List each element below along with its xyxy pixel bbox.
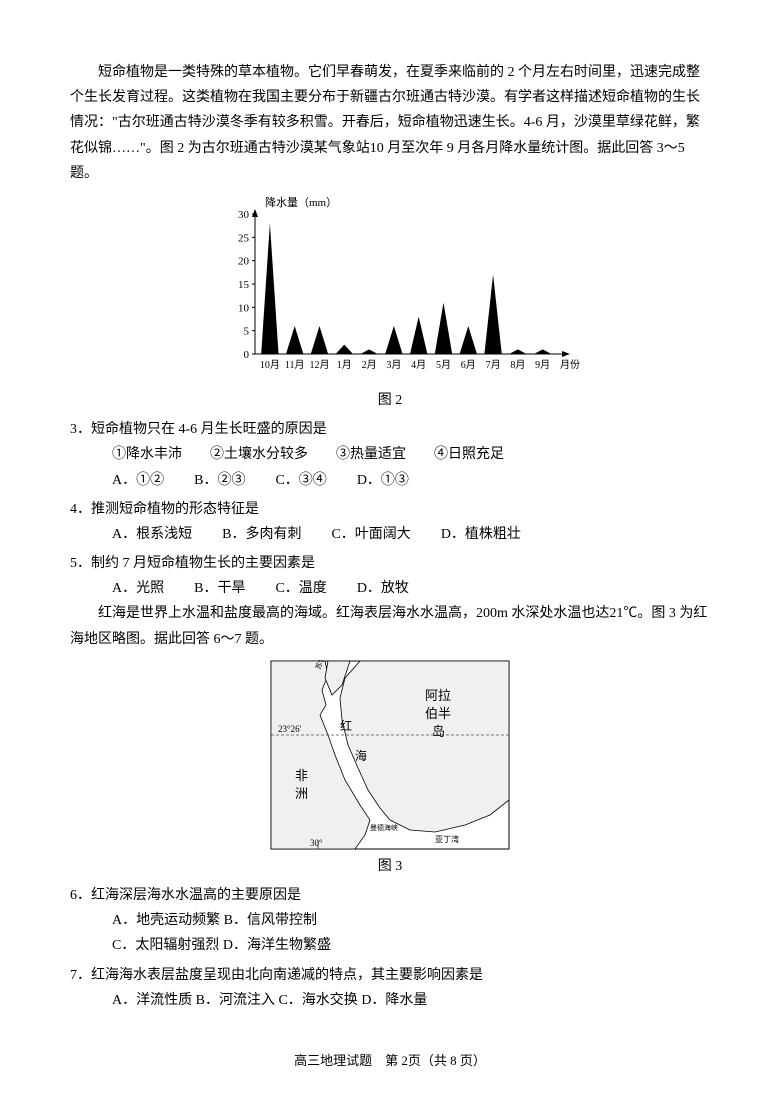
svg-text:非: 非 <box>295 768 308 783</box>
q5-stem: 5．制约 7 月短命植物生长的主要因素是 <box>70 551 710 576</box>
q6-opt-c: C．太阳辐射强烈 <box>112 938 219 953</box>
q4-opt-d: D．植株粗壮 <box>441 522 521 547</box>
q7-opt-c: C．海水交换 <box>278 993 357 1008</box>
svg-text:7月: 7月 <box>486 359 501 371</box>
q7-stem: 7．红海海水表层盐度呈现由北向南递减的特点，其主要影响因素是 <box>70 963 710 988</box>
svg-text:15: 15 <box>238 279 250 291</box>
q7-opt-b: B．河流注入 <box>196 993 275 1008</box>
svg-text:洲: 洲 <box>295 786 308 801</box>
q4-opt-b: B．多肉有刺 <box>222 522 301 547</box>
q4-opt-c: C．叶面阔大 <box>331 522 410 547</box>
redsea-map: 23°26'30°非洲阿拉伯半岛红海亚丁湾苏伊士运河曼德海峡 <box>270 660 510 850</box>
q7-options: A．洋流性质 B．河流注入 C．海水交换 D．降水量 <box>70 988 710 1013</box>
svg-text:0: 0 <box>244 349 250 361</box>
chart-caption: 图 2 <box>70 388 710 413</box>
svg-text:25: 25 <box>238 232 250 244</box>
q3-opt-a: A．①② <box>112 468 164 493</box>
question-7: 7．红海海水表层盐度呈现由北向南递减的特点，其主要影响因素是 A．洋流性质 B．… <box>70 963 710 1013</box>
map-caption: 图 3 <box>70 854 710 879</box>
svg-text:月份: 月份 <box>560 359 580 371</box>
q5-opt-c: C．温度 <box>275 576 326 601</box>
svg-text:1月: 1月 <box>337 359 352 371</box>
svg-text:11月: 11月 <box>285 359 305 371</box>
passage-2: 红海是世界上水温和盐度最高的海域。红海表层海水水温高，200m 水深处水温也达2… <box>70 601 710 651</box>
footer-text: 高三地理试题 第 2页（共 8 页） <box>294 1053 486 1068</box>
q3-options: A．①② B．②③ C．③④ D．①③ <box>70 468 710 493</box>
svg-text:伯半: 伯半 <box>425 706 451 721</box>
q4-options: A．根系浅短 B．多肉有刺 C．叶面阔大 D．植株粗壮 <box>70 522 710 547</box>
precipitation-chart: 降水量（mm） 0 5 10 15 20 25 30 10月 11月 12月 1月 2月 3月 4月 5月 6月… <box>200 194 580 384</box>
svg-text:岛: 岛 <box>432 724 445 739</box>
svg-text:23°26': 23°26' <box>278 724 302 734</box>
svg-text:20: 20 <box>238 256 250 268</box>
svg-text:亚丁湾: 亚丁湾 <box>435 834 459 844</box>
svg-text:降水量（mm）: 降水量（mm） <box>265 195 337 209</box>
svg-text:海: 海 <box>355 748 367 763</box>
chart-container: 降水量（mm） 0 5 10 15 20 25 30 10月 11月 12月 1月 2月 3月 4月 5月 6月… <box>70 194 710 384</box>
q4-stem: 4．推测短命植物的形态特征是 <box>70 497 710 522</box>
svg-text:9月: 9月 <box>535 359 550 371</box>
question-5: 5．制约 7 月短命植物生长的主要因素是 A．光照 B．干旱 C．温度 D．放牧 <box>70 551 710 601</box>
q3-subs: ①降水丰沛 ②土壤水分较多 ③热量适宜 ④日照充足 <box>70 442 710 467</box>
svg-text:4月: 4月 <box>411 359 426 371</box>
q4-opt-a: A．根系浅短 <box>112 522 192 547</box>
passage-1-text: 短命植物是一类特殊的草本植物。它们早春萌发，在夏季来临前的 2 个月左右时间里，… <box>70 65 700 181</box>
svg-text:10月: 10月 <box>260 359 280 371</box>
svg-text:5月: 5月 <box>436 359 451 371</box>
svg-text:红: 红 <box>340 718 352 733</box>
svg-text:12月: 12月 <box>309 359 329 371</box>
map-container: 23°26'30°非洲阿拉伯半岛红海亚丁湾苏伊士运河曼德海峡 <box>70 660 710 850</box>
q3-opt-c: C．③④ <box>275 468 326 493</box>
svg-text:2月: 2月 <box>362 359 377 371</box>
q7-opt-a: A．洋流性质 <box>112 993 192 1008</box>
q6-opt-a: A．地壳运动频繁 <box>112 913 220 928</box>
svg-text:阿拉: 阿拉 <box>425 688 451 703</box>
passage-1: 短命植物是一类特殊的草本植物。它们早春萌发，在夏季来临前的 2 个月左右时间里，… <box>70 60 710 186</box>
svg-text:30: 30 <box>238 209 250 221</box>
svg-text:10: 10 <box>238 302 250 314</box>
q5-options: A．光照 B．干旱 C．温度 D．放牧 <box>70 576 710 601</box>
q6-opt-b: B．信风带控制 <box>224 913 317 928</box>
svg-text:5: 5 <box>244 326 250 338</box>
question-3: 3．短命植物只在 4-6 月生长旺盛的原因是 ①降水丰沛 ②土壤水分较多 ③热量… <box>70 417 710 493</box>
q5-opt-d: D．放牧 <box>357 576 409 601</box>
q7-opt-d: D．降水量 <box>361 993 427 1008</box>
q6-stem: 6．红海深层海水水温高的主要原因是 <box>70 883 710 908</box>
q6-options: A．地壳运动频繁 B．信风带控制 C．太阳辐射强烈 D．海洋生物繁盛 <box>70 908 710 958</box>
q5-opt-b: B．干旱 <box>194 576 245 601</box>
q3-stem: 3．短命植物只在 4-6 月生长旺盛的原因是 <box>70 417 710 442</box>
question-4: 4．推测短命植物的形态特征是 A．根系浅短 B．多肉有刺 C．叶面阔大 D．植株… <box>70 497 710 547</box>
svg-text:8月: 8月 <box>510 359 525 371</box>
svg-text:30°: 30° <box>310 838 323 848</box>
q3-opt-d: D．①③ <box>357 468 409 493</box>
q5-opt-a: A．光照 <box>112 576 164 601</box>
svg-text:6月: 6月 <box>461 359 476 371</box>
svg-text:曼德海峡: 曼德海峡 <box>370 823 398 832</box>
q6-opt-d: D．海洋生物繁盛 <box>223 938 331 953</box>
svg-text:3月: 3月 <box>386 359 401 371</box>
passage-2-text: 红海是世界上水温和盐度最高的海域。红海表层海水水温高，200m 水深处水温也达2… <box>70 606 707 646</box>
question-6: 6．红海深层海水水温高的主要原因是 A．地壳运动频繁 B．信风带控制 C．太阳辐… <box>70 883 710 959</box>
page-footer: 高三地理试题 第 2页（共 8 页） <box>0 1049 780 1072</box>
q3-opt-b: B．②③ <box>194 468 245 493</box>
